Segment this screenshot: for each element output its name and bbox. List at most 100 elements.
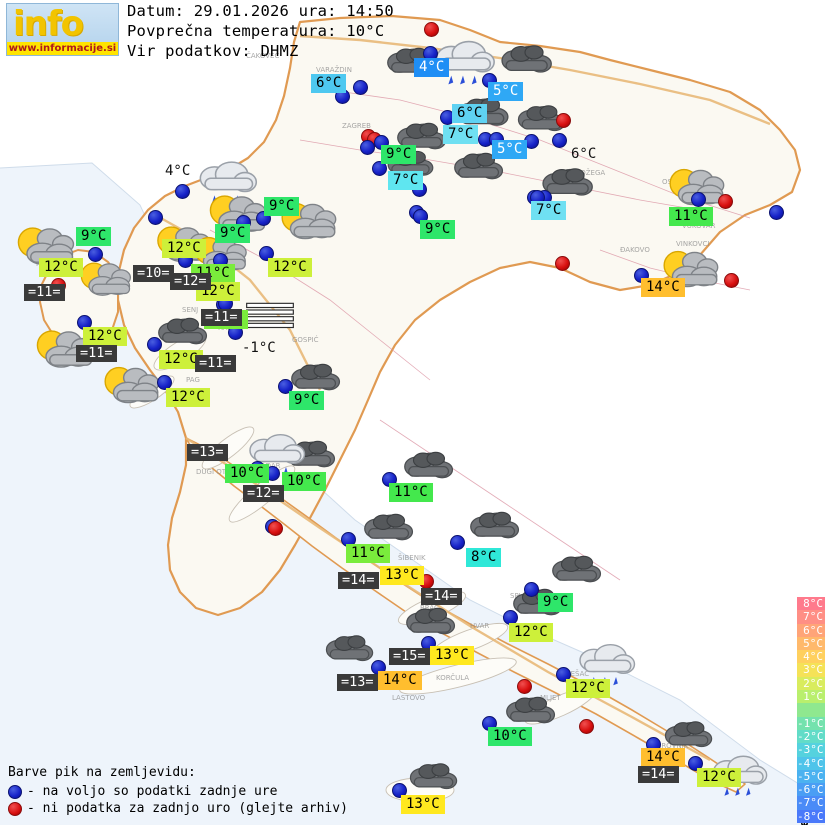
station-dot[interactable]	[552, 133, 567, 148]
station-dot[interactable]	[556, 667, 571, 682]
temperature-badge: 10°C	[282, 472, 326, 491]
temperature-badge: 14°C	[641, 748, 685, 767]
station-dot[interactable]	[424, 22, 439, 37]
site-logo[interactable]: info www.informacije.si	[6, 3, 119, 56]
svg-text:ĐAKOVO: ĐAKOVO	[620, 246, 650, 254]
fog-badge: =13=	[337, 674, 378, 691]
scale-cell: 6°C	[797, 623, 825, 637]
legend-red-label: - ni podatka za zadnjo uro (glejte arhiv…	[27, 801, 348, 816]
station-dot[interactable]	[360, 140, 375, 155]
station-dot[interactable]	[691, 192, 706, 207]
weather-icon-cloud	[356, 510, 418, 552]
logo-url[interactable]: www.informacije.si	[7, 42, 118, 55]
weather-icon-cloud	[534, 165, 598, 207]
temperature-badge: 7°C	[388, 171, 424, 190]
svg-text:VARAŽDIN: VARAŽDIN	[316, 65, 352, 74]
datetime-line: Datum: 29.01.2026 ura: 14:50	[127, 2, 394, 20]
scale-cell: 5°C	[797, 636, 825, 651]
station-dot[interactable]	[157, 375, 172, 390]
fog-badge: =14=	[421, 588, 462, 605]
fog-badge: =12=	[170, 273, 211, 290]
scale-cell: 3°C	[797, 663, 825, 677]
weather-icon-rain	[238, 430, 310, 480]
svg-text:KORČULA: KORČULA	[436, 673, 469, 682]
station-dot[interactable]	[148, 210, 163, 225]
station-dot[interactable]	[718, 194, 733, 209]
station-dot[interactable]	[259, 246, 274, 261]
legend-blue-label: - na voljo so podatki zadnje ure	[27, 784, 278, 799]
svg-text:PELJEŠAC: PELJEŠAC	[556, 669, 589, 678]
svg-text:SENJ: SENJ	[182, 306, 198, 314]
temperature-badge: 12°C	[697, 768, 741, 787]
svg-text:DUGI OTOK: DUGI OTOK	[196, 468, 237, 476]
temperature-badge: 9°C	[420, 220, 456, 239]
station-dot[interactable]	[579, 719, 594, 734]
temperature-badge: 5°C	[488, 82, 524, 101]
logo-wordmark: info	[13, 4, 84, 44]
temperature-badge: -1°C	[242, 340, 276, 356]
station-dot[interactable]	[175, 184, 190, 199]
scale-cell: 7°C	[797, 610, 825, 624]
svg-text:ZAGREB: ZAGREB	[342, 122, 371, 130]
temperature-badge: 9°C	[381, 145, 417, 164]
temperature-badge: 7°C	[443, 125, 479, 144]
temperature-badge: 5°C	[492, 140, 528, 159]
temperature-badge: 10°C	[488, 727, 532, 746]
temperature-badge: 12°C	[162, 239, 206, 258]
scale-cell: -7°C	[797, 796, 825, 810]
weather-icon-cloud	[150, 314, 212, 356]
station-dot[interactable]	[392, 783, 407, 798]
station-dot[interactable]	[88, 247, 103, 262]
svg-text:BRAČ: BRAČ	[420, 603, 439, 612]
station-dot[interactable]	[268, 521, 283, 536]
weather-icon-cloud	[544, 552, 606, 594]
weather-icon-sun-cloud	[95, 362, 167, 410]
weather-icon-cloud	[493, 42, 557, 84]
station-dot[interactable]	[517, 679, 532, 694]
temperature-badge: 6°C	[452, 104, 488, 123]
scale-gradient-bar: 8°C 7°C 6°C 5°C 4°C 3°C 2°C 1°C -1°C -2°C -3°C -4°C…	[797, 597, 825, 824]
weather-icon-cloud	[510, 102, 570, 142]
scale-cell: -5°C	[797, 769, 825, 784]
temperature-badge: 13°C	[401, 795, 445, 814]
svg-text:POŽEGA: POŽEGA	[576, 168, 605, 177]
weather-icon-cloud	[498, 693, 560, 735]
station-dot[interactable]	[769, 205, 784, 220]
temperature-badge: 8°C	[466, 548, 502, 567]
weather-icon-sun-cloud	[272, 198, 344, 246]
svg-text:MLJET: MLJET	[540, 694, 561, 702]
svg-text:ŠIBENIK: ŠIBENIK	[398, 553, 426, 562]
fog-badge: =12=	[243, 485, 284, 502]
average-temperature-line: Povprečna temperatura: 10°C	[127, 22, 385, 40]
station-dot[interactable]	[724, 273, 739, 288]
temperature-badge: 12°C	[509, 623, 553, 642]
scale-cell: -6°C	[797, 783, 825, 797]
temperature-badge: 4°C	[414, 58, 450, 77]
fog-badge: =11=	[195, 355, 236, 372]
station-dot[interactable]	[524, 582, 539, 597]
station-dot[interactable]	[278, 379, 293, 394]
fog-badge: =11=	[201, 309, 242, 326]
scale-cell: 1°C	[797, 690, 825, 704]
temperature-badge: 9°C	[76, 227, 112, 246]
weather-icon-cloud	[446, 150, 508, 190]
station-dot[interactable]	[353, 80, 368, 95]
weather-icon-cloud	[402, 760, 462, 800]
station-dot[interactable]	[555, 256, 570, 271]
station-dot[interactable]	[372, 161, 387, 176]
scale-cell: -4°C	[797, 756, 825, 770]
temperature-badge: 9°C	[538, 593, 574, 612]
temperature-badge: 4°C	[165, 163, 191, 179]
scale-cell: 2°C	[797, 676, 825, 691]
station-dot[interactable]	[556, 113, 571, 128]
temperature-badge: 12°C	[83, 327, 127, 346]
station-dot[interactable]	[450, 535, 465, 550]
temperature-badge: 12°C	[166, 388, 210, 407]
weather-icon-sun-cloud	[72, 258, 138, 302]
temperature-badge: 11°C	[669, 207, 713, 226]
legend-title: Barve pik na zemljevidu:	[8, 765, 196, 780]
temperature-badge: 12°C	[268, 258, 312, 277]
station-dot[interactable]	[147, 337, 162, 352]
station-dot[interactable]	[688, 756, 703, 771]
